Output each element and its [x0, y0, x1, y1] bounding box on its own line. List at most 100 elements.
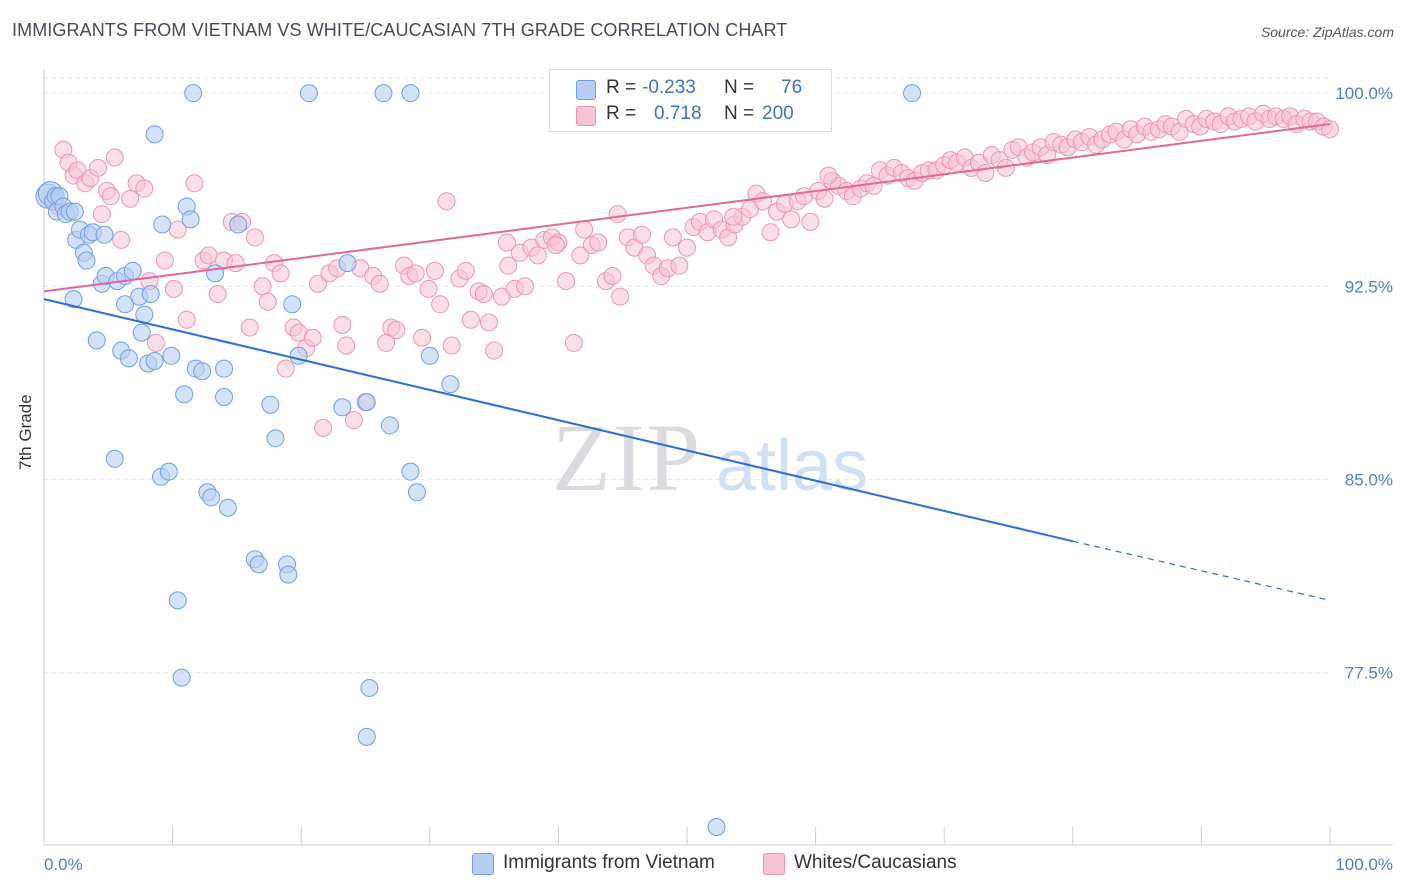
- data-point-whites: [571, 246, 590, 265]
- data-point-vietnam: [145, 351, 164, 370]
- data-point-vietnam: [279, 565, 298, 584]
- legend-swatch-vietnam: [576, 80, 596, 100]
- legend-r-label: R =: [606, 77, 637, 98]
- data-point-whites: [419, 279, 438, 298]
- data-point-whites: [575, 220, 594, 239]
- data-point-vietnam: [707, 817, 726, 836]
- data-point-whites: [442, 336, 461, 355]
- data-point-vietnam: [159, 462, 178, 481]
- data-point-whites: [413, 328, 432, 347]
- data-point-vietnam: [289, 346, 308, 365]
- data-point-whites: [337, 336, 356, 355]
- data-point-vietnam: [249, 555, 268, 574]
- watermark-atlas: atlas: [716, 426, 868, 506]
- data-point-vietnam: [202, 488, 221, 507]
- data-point-whites: [497, 233, 516, 252]
- data-point-whites: [663, 228, 682, 247]
- gridlines: [44, 77, 1330, 673]
- data-point-whites: [528, 246, 547, 265]
- data-point-whites: [864, 176, 883, 195]
- data-point-whites: [370, 274, 389, 293]
- data-point-whites: [815, 189, 834, 208]
- data-point-whites: [208, 285, 227, 304]
- data-point-whites: [1321, 120, 1339, 139]
- data-point-vietnam: [193, 362, 212, 381]
- data-point-vietnam: [215, 387, 234, 406]
- data-point-whites: [258, 292, 277, 311]
- data-point-vietnam: [218, 498, 237, 517]
- data-point-whites: [276, 359, 295, 378]
- data-point-whites: [479, 313, 498, 332]
- data-point-vietnam: [360, 678, 379, 697]
- data-point-vietnam: [87, 331, 106, 350]
- data-point-vietnam: [401, 84, 420, 103]
- data-point-whites: [387, 321, 406, 340]
- legend-label-whites: Whites/Caucasians: [794, 852, 957, 873]
- data-point-whites: [515, 277, 534, 296]
- data-point-whites: [314, 418, 333, 437]
- data-point-vietnam: [181, 210, 200, 229]
- data-point-whites: [425, 261, 444, 280]
- data-point-vietnam: [338, 254, 357, 273]
- trend-line-vietnam: [43, 298, 1074, 543]
- data-point-whites: [557, 272, 576, 291]
- trend-lines: [43, 123, 1331, 601]
- data-point-whites: [976, 163, 995, 182]
- data-point-whites: [724, 207, 743, 226]
- data-point-vietnam: [119, 349, 138, 368]
- data-point-vietnam: [153, 215, 172, 234]
- data-point-whites: [185, 174, 204, 193]
- data-point-whites: [155, 251, 174, 270]
- data-point-whites: [253, 277, 272, 296]
- legend-row-whites: R = 0.718 N = 200: [576, 103, 836, 127]
- y-axis-label: 7th Grade: [16, 394, 35, 470]
- chart-title: IMMIGRANTS FROM VIETNAM VS WHITE/CAUCASI…: [12, 20, 788, 40]
- watermark-zip: ZIP: [552, 404, 702, 511]
- data-point-whites: [603, 266, 622, 285]
- series-immigrants-from-vietnam: [35, 84, 922, 836]
- legend-swatch-vietnam: [472, 853, 494, 875]
- data-point-whites: [589, 233, 608, 252]
- legend-n-label: N =: [724, 77, 755, 98]
- data-point-vietnam: [407, 483, 426, 502]
- data-point-vietnam: [184, 84, 203, 103]
- data-point-whites: [456, 261, 475, 280]
- data-point-vietnam: [357, 393, 376, 412]
- legend-swatch-whites: [763, 853, 785, 875]
- data-point-vietnam: [374, 84, 393, 103]
- y-tick-label: 92.5%: [1345, 277, 1393, 296]
- data-point-whites: [164, 279, 183, 298]
- data-point-whites: [101, 187, 120, 206]
- y-tick-label: 100.0%: [1335, 84, 1393, 103]
- data-point-vietnam: [162, 346, 181, 365]
- data-point-vietnam: [65, 202, 84, 221]
- data-point-vietnam: [123, 261, 142, 280]
- data-point-vietnam: [64, 290, 83, 309]
- data-point-vietnam: [132, 323, 151, 342]
- data-point-whites: [308, 274, 327, 293]
- data-point-vietnam: [261, 395, 280, 414]
- data-point-whites: [670, 256, 689, 275]
- data-point-whites: [105, 148, 124, 167]
- trend-line-vietnam-extension: [1072, 540, 1331, 601]
- data-point-vietnam: [168, 591, 187, 610]
- data-point-vietnam: [357, 727, 376, 746]
- data-point-vietnam: [145, 125, 164, 144]
- data-point-whites: [406, 264, 425, 283]
- data-point-vietnam: [141, 285, 160, 304]
- data-point-vietnam: [401, 462, 420, 481]
- series-whites-caucasians: [41, 104, 1339, 437]
- data-point-whites: [632, 225, 651, 244]
- data-point-whites: [678, 238, 696, 257]
- data-point-whites: [485, 341, 504, 360]
- data-point-whites: [474, 285, 493, 304]
- data-point-whites: [226, 254, 245, 273]
- data-point-vietnam: [420, 346, 439, 365]
- data-point-vietnam: [77, 251, 96, 270]
- data-point-whites: [611, 287, 630, 306]
- data-point-whites: [146, 333, 165, 352]
- watermark: ZIP atlas: [552, 404, 868, 511]
- data-point-whites: [344, 411, 363, 430]
- data-point-vietnam: [175, 385, 194, 404]
- x-tick-label: 100.0%: [1335, 855, 1393, 874]
